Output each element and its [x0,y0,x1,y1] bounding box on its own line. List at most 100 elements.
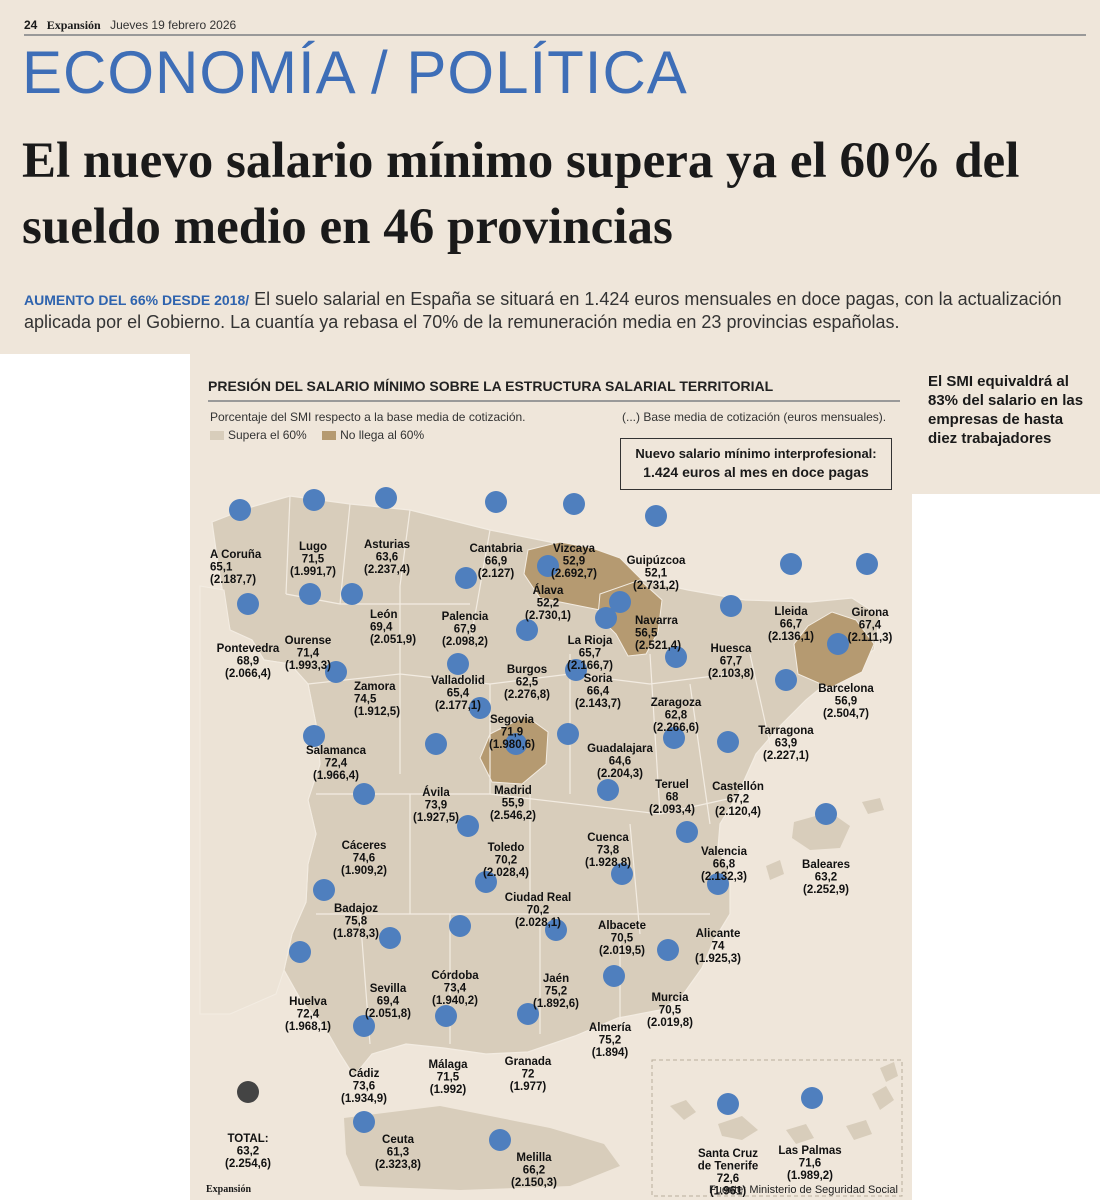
page-number: 24 [24,18,38,32]
graphic-credit: Expansión [206,1184,252,1195]
melilla-dot [489,1129,511,1151]
guadalajara-dot [557,723,579,745]
pontevedra-label: Pontevedra 68,9 (2.066,4) [217,643,280,680]
girona-dot [856,553,878,575]
smi-callout-line1: Nuevo salario mínimo interprofesional: [635,446,877,461]
alicante-dot [707,873,729,895]
zaragoza-label: Zaragoza 62,8 (2.266,6) [651,697,702,734]
palencia-dot [455,567,477,589]
castellon-label: Castellón 67,2 (2.120,4) [712,781,764,818]
sevilla-label: Sevilla 69,4 (2.051,8) [365,983,411,1020]
navarra-label: Navarra 56,5 (2.521,4) [635,615,681,652]
baleares-label: Baleares 63,2 (2.252,9) [802,859,850,896]
asturias-dot [375,487,397,509]
issue-date: Jueves 19 febrero 2026 [110,18,237,32]
ciudad-real-label: Ciudad Real 70,2 (2.028,1) [505,892,571,929]
legend-item-above: Supera el 60% [210,428,307,442]
leon-label: León 69,4 (2.051,9) [370,609,416,646]
teruel-label: Teruel 68 (2.093,4) [649,779,695,816]
total-dot [237,1081,259,1103]
avila-dot [425,733,447,755]
almeria-label: Almería 75,2 (1.894) [589,1022,632,1059]
cantabria-label: Cantabria 66,9 (2.127) [469,543,523,580]
lugo-label: Lugo 71,5 (1.991,7) [290,541,336,578]
caceres-dot [353,783,375,805]
melilla-label: Melilla 66,2 (2.150,3) [511,1152,557,1189]
parenthesis-note: (...) Base media de cotización (euros me… [622,410,887,424]
lugo-dot [303,489,325,511]
province-dots [229,487,878,1151]
toledo-label: Toledo 70,2 (2.028,4) [483,842,529,879]
la-rioja-dot [595,607,617,629]
tarragona-dot [775,669,797,691]
island-mallorca [792,812,850,850]
header-band: 24 Expansión Jueves 19 febrero 2026 ECON… [0,0,1100,354]
soria-dot [565,659,587,681]
publication-name: Expansión [46,18,101,32]
guipuzcoa-label: Guipúzcoa 52,1 (2.731,2) [627,555,686,592]
legend-swatch-below [322,431,337,441]
vizcaya-label: Vizcaya 52,9 (2.692,7) [551,543,597,580]
almeria-dot [603,965,625,987]
pontevedra-dot [237,593,259,615]
canary-inset [651,1059,903,1197]
graphic-title-rule [208,400,900,402]
huesca-label: Huesca 67,7 (2.103,8) [708,643,754,680]
leon-dot [341,583,363,605]
albacete-label: Albacete 70,5 (2.019,5) [598,920,646,957]
a-coruna-dot [229,499,251,521]
valencia-dot [676,821,698,843]
section-title: ECONOMÍA / POLÍTICA [22,39,688,106]
province-labels: A Coruña 65,1 (2.187,7) Lugo 71,5 (1.991,7) As… [210,539,893,1198]
graphic-title: PRESIÓN DEL SALARIO MÍNIMO SOBRE LA ESTR… [208,378,774,394]
caceres-label: Cáceres 74,6 (1.909,2) [341,840,387,877]
cordoba-dot [449,915,471,937]
granada-label: Granada 72 (1.977) [505,1056,552,1093]
deck-kicker: AUMENTO DEL 66% DESDE 2018/ [24,292,250,308]
valencia-label: Valencia 66,8 (2.132,3) [701,846,748,883]
madrid-label: Madrid 55,9 (2.546,2) [490,785,536,822]
murcia-dot [657,939,679,961]
sevilla-dot [379,927,401,949]
sidebar-text: El SMI equivaldrá al 83% del salario en … [928,373,1084,447]
badajoz-label: Badajoz 75,8 (1.878,3) [333,903,379,940]
deck-text: El suelo salarial en España se situará e… [24,289,1062,332]
girona-label: Girona 67,4 (2.111,3) [848,607,893,644]
ciudad-real-dot [475,871,497,893]
graphic-source: Fuente: Ministerio de Seguridad Social [709,1184,898,1196]
valladolid-label: Valladolid 65,4 (2.177,1) [431,675,485,712]
baleares-dot [815,803,837,825]
smi-callout-line2: 1.424 euros al mes en doce pagas [643,464,869,480]
header-rule [24,34,1086,36]
zamora-label: Zamora 74,5 (1.912,5) [354,681,400,718]
cuenca-label: Cuenca 73,8 (1.928,8) [585,832,631,869]
murcia-label: Murcia 70,5 (2.019,8) [647,992,693,1029]
cadiz-dot [353,1015,375,1037]
island-menorca [862,798,884,814]
map-graphic: A Coruña 65,1 (2.187,7) Lugo 71,5 (1.991,7) As… [190,354,912,1200]
valladolid-dot [447,653,469,675]
alava-dot [537,555,559,577]
la-rioja-label: La Rioja 65,7 (2.166,7) [567,635,613,672]
headline: El nuevo salario mínimo supera ya el 60%… [22,133,1020,255]
legend-label-below: No llega al 60% [340,428,425,442]
huelva-dot [289,941,311,963]
malaga-dot [435,1005,457,1027]
cordoba-label: Córdoba 73,4 (1.940,2) [431,970,479,1007]
avila-label: Ávila 73,9 (1.927,5) [413,786,459,824]
graphic-subtitle: Porcentaje del SMI respecto a la base me… [210,410,526,424]
alava-label: Álava 52,2 (2.730,1) [525,584,571,622]
huelva-label: Huelva 72,4 (1.968,1) [285,996,331,1033]
africa-coast [344,1106,620,1190]
vizcaya-dot [563,493,585,515]
salamanca-label: Salamanca 72,4 (1.966,4) [306,745,367,782]
guadalajara-label: Guadalajara 64,6 (2.204,3) [587,743,653,780]
cantabria-dot [485,491,507,513]
page-header: 24 Expansión Jueves 19 febrero 2026 [24,18,236,33]
albacete-dot [611,863,633,885]
guipuzcoa-dot [645,505,667,527]
zaragoza-dot [665,646,687,668]
ceuta-label: Ceuta 61,3 (2.323,8) [375,1134,421,1171]
legend: Supera el 60% No llega al 60% [210,428,436,442]
jaen-label: Jaén 75,2 (1.892,6) [533,973,579,1010]
